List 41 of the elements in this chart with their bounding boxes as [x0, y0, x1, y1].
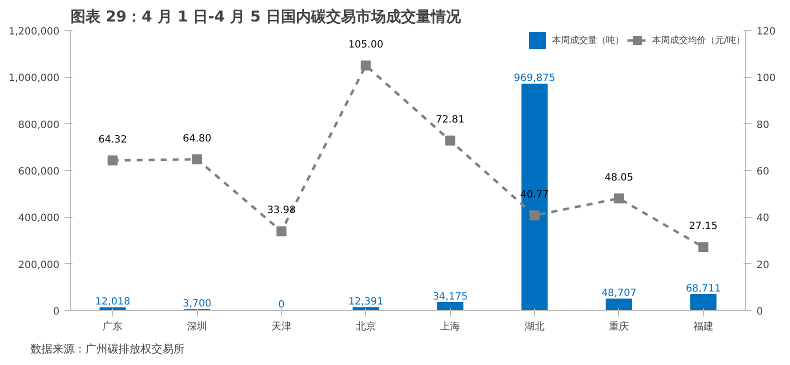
x-tick-label: 上海	[440, 320, 460, 332]
data-label: 48.05	[604, 172, 634, 184]
source-note: 数据来源：广州碳排放权交易所	[30, 342, 184, 356]
data-label: 12,018	[95, 296, 130, 308]
x-tick-label: 北京	[356, 320, 376, 332]
x-tick-label: 福建	[693, 320, 714, 332]
y2-tick-label: 80	[756, 120, 770, 131]
legend-label: 本周成交量（吨）	[552, 34, 624, 46]
data-label: 12,391	[348, 296, 384, 308]
data-label: 34,175	[432, 292, 468, 303]
x-tick-label: 深圳	[187, 320, 208, 332]
y2-tick-label: 20	[756, 260, 770, 271]
data-label: 27.15	[689, 221, 718, 232]
data-label: 105.00	[348, 40, 384, 50]
y2-tick-label: 120	[756, 26, 776, 38]
x-tick-label: 重庆	[608, 320, 629, 332]
chart-title: 图表 29：4 月 1 日-4 月 5 日国内碳交易市场成交量情况	[70, 8, 462, 26]
legend-label: 本周成交均价（元/吨）	[652, 34, 745, 46]
y-tick-label: 1,200,000	[8, 26, 60, 38]
x-tick-label: 天津	[271, 320, 292, 332]
data-label: 0	[278, 300, 285, 310]
x-tick-label: 湖北	[524, 320, 545, 332]
y2-tick-label: 40	[756, 213, 770, 224]
data-label: 48,707	[601, 288, 636, 300]
data-label: 72.81	[436, 114, 465, 126]
data-label: 969,875	[514, 73, 556, 84]
x-tick-label: 广东	[102, 320, 123, 332]
y-tick-label: 200,000	[18, 260, 60, 271]
y-tick-label: 0	[53, 306, 60, 318]
y-tick-label: 600,000	[18, 166, 60, 178]
y2-tick-label: 60	[756, 166, 770, 178]
data-label: 33.98	[267, 205, 296, 216]
data-label: 3,700	[182, 298, 212, 310]
data-label: 64.32	[98, 134, 128, 146]
data-label: 64.80	[182, 133, 212, 144]
y-tick-label: 400,000	[18, 213, 60, 224]
data-label: 68,711	[686, 283, 721, 294]
y2-tick-label: 100	[756, 73, 776, 84]
y2-tick-label: 0	[756, 306, 763, 318]
y-tick-label: 1,000,000	[8, 73, 60, 84]
y-tick-label: 800,000	[18, 120, 60, 131]
